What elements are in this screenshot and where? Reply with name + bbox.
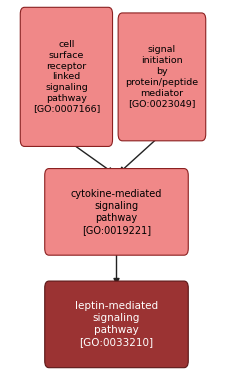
FancyBboxPatch shape bbox=[118, 13, 206, 141]
Text: cell
surface
receptor
linked
signaling
pathway
[GO:0007166]: cell surface receptor linked signaling p… bbox=[33, 40, 100, 114]
FancyBboxPatch shape bbox=[45, 169, 188, 255]
FancyBboxPatch shape bbox=[45, 281, 188, 368]
Text: cytokine-mediated
signaling
pathway
[GO:0019221]: cytokine-mediated signaling pathway [GO:… bbox=[71, 189, 162, 235]
FancyBboxPatch shape bbox=[20, 8, 113, 146]
Text: signal
initiation
by
protein/peptide
mediator
[GO:0023049]: signal initiation by protein/peptide med… bbox=[125, 45, 199, 108]
Text: leptin-mediated
signaling
pathway
[GO:0033210]: leptin-mediated signaling pathway [GO:00… bbox=[75, 302, 158, 347]
